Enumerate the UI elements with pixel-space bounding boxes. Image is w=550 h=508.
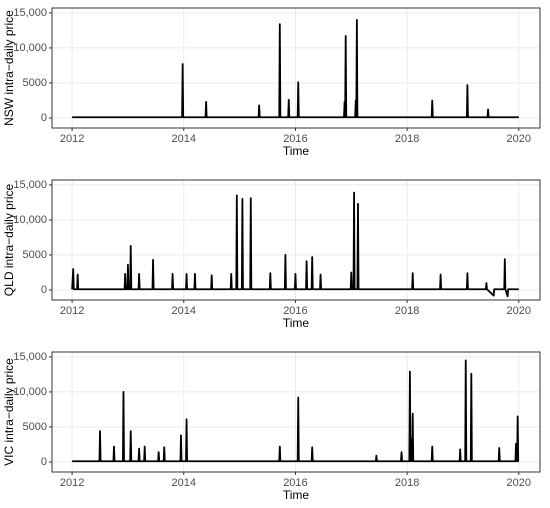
x-tick-label: 2020 — [507, 305, 531, 317]
plot-panel — [52, 8, 540, 128]
x-axis-title: Time — [283, 488, 310, 502]
plot-panel — [52, 352, 540, 472]
x-tick-label: 2016 — [283, 133, 307, 145]
x-tick-label: 2012 — [60, 305, 84, 317]
y-tick-label: 15,000 — [13, 7, 47, 19]
y-tick-label: 15,000 — [13, 351, 47, 363]
price-line — [71, 191, 519, 298]
price-line — [72, 359, 520, 463]
y-axis-title: VIC intra−daily price — [2, 358, 16, 466]
panel-border — [51, 351, 541, 473]
x-tick-label: 2012 — [60, 477, 84, 489]
y-tick-label: 10,000 — [13, 386, 47, 398]
x-tick-label: 2014 — [172, 133, 196, 145]
x-axis-title: Time — [283, 316, 310, 330]
x-tick-label: 2018 — [395, 477, 419, 489]
y-tick-label: 10,000 — [13, 214, 47, 226]
x-tick-label: 2012 — [60, 133, 84, 145]
y-axis-title: QLD intra−daily price — [2, 183, 16, 296]
x-axis-title: Time — [283, 144, 310, 158]
y-axis-title: NSW intra−daily price — [2, 10, 16, 126]
y-tick-label: 5000 — [23, 249, 47, 261]
y-tick-label: 10,000 — [13, 42, 47, 54]
x-tick-label: 2016 — [283, 477, 307, 489]
x-tick-label: 2016 — [283, 305, 307, 317]
x-tick-label: 2018 — [395, 305, 419, 317]
y-tick-label: 0 — [41, 456, 47, 468]
y-tick-label: 0 — [41, 284, 47, 296]
panel-border — [51, 179, 541, 301]
x-tick-label: 2020 — [507, 477, 531, 489]
x-tick-label: 2018 — [395, 133, 419, 145]
x-tick-label: 2014 — [172, 305, 196, 317]
price-line — [72, 19, 519, 119]
y-tick-label: 0 — [41, 112, 47, 124]
y-tick-label: 5000 — [23, 421, 47, 433]
x-tick-label: 2020 — [507, 133, 531, 145]
panel-border — [51, 7, 541, 129]
y-tick-label: 5000 — [23, 77, 47, 89]
y-tick-label: 15,000 — [13, 179, 47, 191]
x-tick-label: 2014 — [172, 477, 196, 489]
